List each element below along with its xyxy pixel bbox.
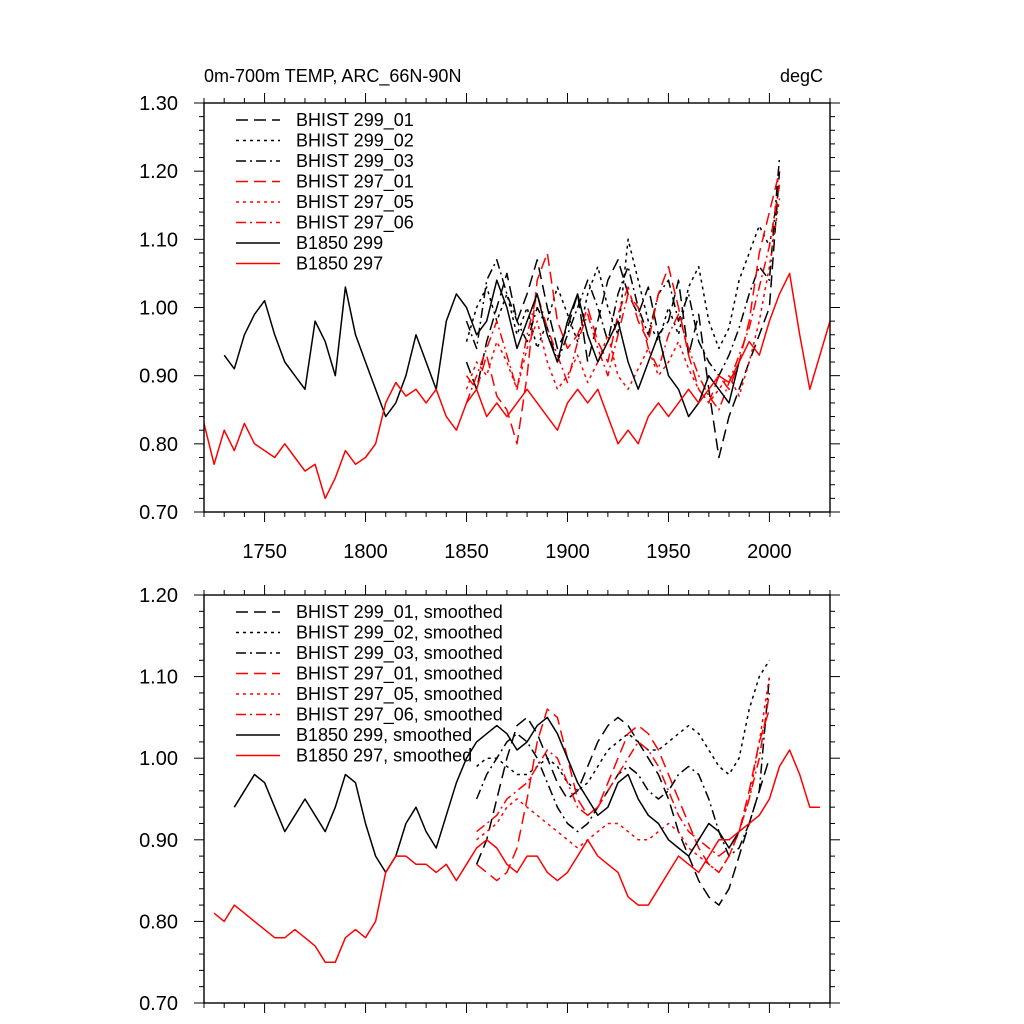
top-legend-label-8: B1850 297 [296,254,383,274]
top-y-tick-label: 0.80 [139,434,178,456]
bottom-series-line-5 [476,676,771,874]
bottom-y-tick-label: 1.10 [139,667,178,689]
bottom-y-tick-label: 0.70 [139,993,178,1015]
top-series-line-7 [223,279,740,418]
top-series-line-8 [204,272,830,500]
top-y-tick-label: 0.90 [139,366,178,388]
top-series-line-3 [465,157,781,377]
bottom-legend-label-2: BHIST 299_02, smoothed [296,623,503,644]
top-series-line-6 [465,184,781,411]
top-legend-label-6: BHIST 297_06 [296,213,414,234]
bottom-series-line-6 [476,692,771,857]
top-panel-title: 0m-700m TEMP, ARC_66N-90N [204,66,461,87]
bottom-series-line-8 [213,749,820,963]
bottom-legend-label-5: BHIST 297_05, smoothed [296,684,503,705]
top-y-tick-label: 1.20 [139,161,178,183]
top-legend-label-2: BHIST 299_02 [296,131,414,152]
top-legend-label-3: BHIST 299_03 [296,151,414,172]
bottom-y-tick-label: 0.80 [139,911,178,933]
bottom-plot-frame [203,594,831,1004]
top-y-tick-label: 0.70 [139,502,178,524]
top-series-group [204,157,830,500]
bottom-panel: 0.70 0.80 0.90 1.00 1.10 1.20 BHIST 299_01, sm… [139,585,840,1015]
top-x-tick-label: 1750 [242,541,287,563]
bottom-legend-label-7: B1850 299, smoothed [296,725,472,745]
top-legend-label-7: B1850 299 [296,233,383,253]
bottom-series-line-7 [233,716,740,874]
bottom-legend-label-6: BHIST 297_06, smoothed [296,705,503,726]
bottom-legend-label-3: BHIST 299_03, smoothed [296,643,503,664]
top-series-line-2 [465,184,781,350]
bottom-y-tick-label: 0.90 [139,830,178,852]
bottom-y-tick-label: 1.00 [139,748,178,770]
top-series-line-4 [465,171,781,445]
top-y-tick-label: 1.10 [139,229,178,251]
bottom-legend-label-1: BHIST 299_01, smoothed [296,602,503,623]
top-x-tick-label: 2000 [747,541,792,563]
top-x-tick-label: 1950 [646,541,691,563]
top-series-line-1 [465,171,781,459]
top-legend-label-1: BHIST 299_01 [296,110,414,131]
top-x-tick-label: 1850 [444,541,489,563]
top-y-tick-label: 1.30 [139,93,178,115]
top-panel-units: degC [780,66,823,86]
top-x-tick-label: 1900 [545,541,590,563]
bottom-series-group [213,659,820,963]
bottom-series-line-2 [476,659,771,792]
bottom-series-line-4 [476,708,771,882]
bottom-legend-label-4: BHIST 297_01, smoothed [296,664,503,685]
top-y-tick-label: 1.00 [139,298,178,320]
top-x-tick-label: 1800 [343,541,388,563]
bottom-y-tick-label: 1.20 [139,585,178,607]
bottom-legend-label-8: B1850 297, smoothed [296,746,472,766]
top-legend-label-4: BHIST 297_01 [296,172,414,193]
top-panel: 0m-700m TEMP, ARC_66N-90N degC 1750 1800 1… [139,66,840,563]
bottom-series-line-1 [475,716,771,906]
top-legend-label-5: BHIST 297_05 [296,192,414,213]
